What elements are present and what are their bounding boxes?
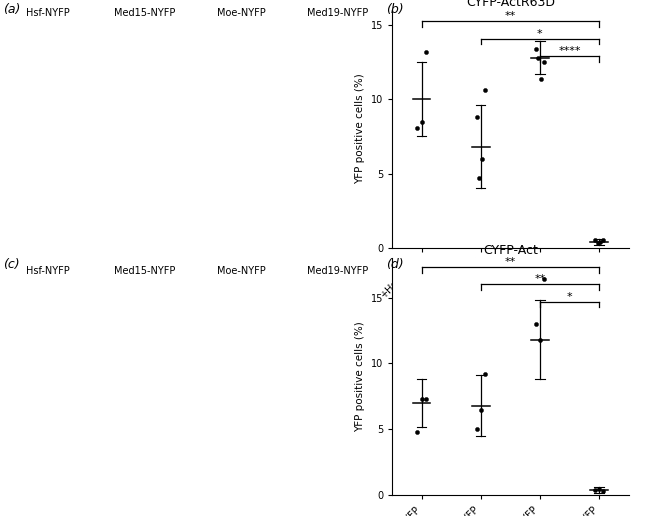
Text: *: * [537,28,542,39]
Title: CYFP-Act: CYFP-Act [483,244,538,257]
Text: **: ** [505,257,516,267]
Text: Med15-NYFP: Med15-NYFP [114,8,175,18]
Text: *: * [566,292,572,301]
Y-axis label: YFP positive cells (%): YFP positive cells (%) [355,74,365,184]
Y-axis label: YFP positive cells (%): YFP positive cells (%) [355,321,365,432]
Text: ****: **** [558,46,581,56]
Text: Med19-NYFP: Med19-NYFP [307,8,368,18]
Text: Moe-NYFP: Moe-NYFP [216,266,265,276]
Text: (b): (b) [386,3,403,15]
Text: Hsf-NYFP: Hsf-NYFP [27,8,70,18]
Text: Moe-NYFP: Moe-NYFP [216,8,265,18]
Title: CYFP-ActR63D: CYFP-ActR63D [466,0,555,9]
Text: **: ** [534,275,546,284]
Text: **: ** [505,11,516,21]
Text: (c): (c) [3,258,20,271]
Text: (d): (d) [386,258,403,271]
Text: Med19-NYFP: Med19-NYFP [307,266,368,276]
Text: Med15-NYFP: Med15-NYFP [114,266,175,276]
Text: (a): (a) [3,3,21,15]
Text: Hsf-NYFP: Hsf-NYFP [27,266,70,276]
